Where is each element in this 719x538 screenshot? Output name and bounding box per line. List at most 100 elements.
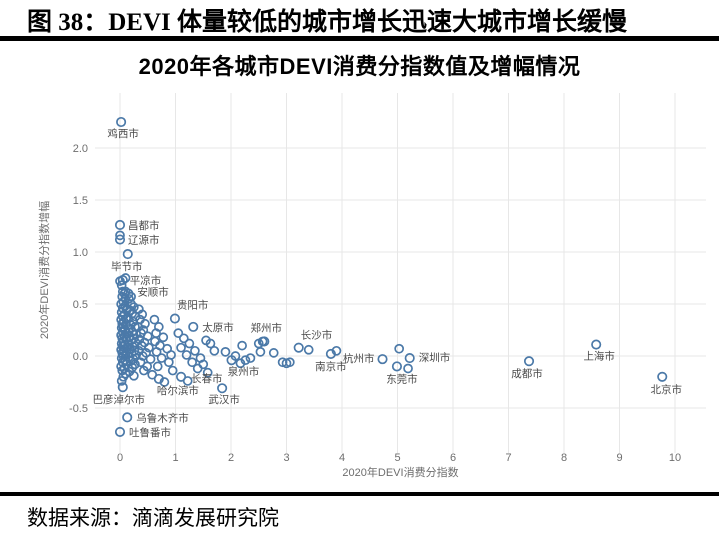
data-point bbox=[192, 363, 203, 374]
city-point-贵阳市 bbox=[169, 313, 180, 324]
city-point-东莞市 bbox=[391, 361, 402, 372]
x-tick-label: 1 bbox=[172, 452, 178, 464]
city-point-郑州市 bbox=[259, 336, 270, 347]
data-point bbox=[403, 363, 413, 374]
x-tick-label: 10 bbox=[669, 452, 681, 464]
city-point-哈尔滨市 bbox=[153, 373, 164, 384]
x-tick-label: 3 bbox=[283, 452, 289, 464]
data-point bbox=[198, 359, 209, 370]
data-point bbox=[284, 357, 295, 368]
data-point bbox=[137, 351, 148, 361]
city-label-长春市: 长春市 bbox=[191, 372, 223, 385]
city-label-郑州市: 郑州市 bbox=[251, 321, 283, 334]
y-tick-label: 1.5 bbox=[73, 195, 88, 207]
data-point bbox=[120, 273, 131, 283]
city-label-昌都市: 昌都市 bbox=[128, 219, 160, 232]
city-point-太原市 bbox=[188, 321, 199, 332]
data-point bbox=[167, 365, 178, 376]
x-tick-label: 4 bbox=[339, 452, 345, 464]
y-tick-label: 2.0 bbox=[73, 143, 88, 155]
data-point bbox=[245, 353, 256, 363]
city-label-辽源市: 辽源市 bbox=[128, 234, 160, 247]
city-label-太原市: 太原市 bbox=[202, 321, 234, 334]
data-point bbox=[184, 338, 195, 349]
data-point bbox=[139, 365, 149, 376]
city-label-乌鲁木齐市: 乌鲁木齐市 bbox=[136, 411, 189, 424]
data-point bbox=[173, 328, 184, 338]
data-point bbox=[149, 314, 160, 325]
x-tick-label: 2 bbox=[228, 452, 234, 464]
data-point bbox=[240, 355, 251, 366]
data-point bbox=[163, 357, 174, 368]
city-point-毕节市 bbox=[122, 249, 133, 260]
data-source: 数据来源：滴滴发展研究院 bbox=[27, 506, 279, 530]
data-point bbox=[178, 333, 189, 344]
data-point bbox=[144, 342, 154, 353]
city-point-武汉市 bbox=[217, 383, 228, 394]
y-tick-label: 0.5 bbox=[73, 299, 88, 311]
city-label-杭州市: 杭州市 bbox=[343, 352, 375, 365]
scatter-plot: -0.5 0.0 0.5 1.0 1.5 2.0 0 1 2 3 4 5 6 7 8 9 10 2020年DEVI… bbox=[37, 93, 706, 479]
top-divider bbox=[0, 36, 719, 41]
city-point-上海市 bbox=[591, 339, 602, 350]
y-tick-label: -0.5 bbox=[69, 403, 88, 415]
city-point-昌都市 bbox=[114, 219, 126, 231]
data-point bbox=[129, 370, 139, 381]
data-point bbox=[151, 346, 162, 357]
data-point bbox=[176, 342, 186, 353]
city-point-长沙市 bbox=[293, 342, 304, 353]
city-point-长春市 bbox=[176, 371, 187, 382]
bottom-divider bbox=[0, 492, 719, 496]
data-point bbox=[135, 357, 146, 368]
city-label-毕节市: 毕节市 bbox=[111, 260, 143, 273]
city-point-南京市 bbox=[325, 348, 336, 359]
x-tick-label: 5 bbox=[394, 452, 400, 464]
data-point bbox=[190, 345, 200, 356]
city-label-巴彦淖尔市: 巴彦淖尔市 bbox=[93, 393, 146, 406]
city-point-乌鲁木齐市 bbox=[122, 412, 133, 423]
data-point bbox=[255, 346, 266, 357]
city-label-成都市: 成都市 bbox=[511, 367, 543, 380]
data-point bbox=[237, 340, 247, 351]
data-point bbox=[220, 346, 231, 357]
city-label-贵阳市: 贵阳市 bbox=[177, 299, 209, 312]
data-point bbox=[205, 338, 216, 349]
x-tick-label: 9 bbox=[616, 452, 622, 464]
data-point bbox=[126, 291, 136, 302]
data-point bbox=[137, 309, 148, 320]
data-point bbox=[202, 367, 213, 378]
city-label-南京市: 南京市 bbox=[315, 360, 347, 373]
data-point bbox=[158, 332, 169, 343]
x-tick-label: 6 bbox=[450, 452, 456, 464]
city-point-安顺市 bbox=[123, 288, 134, 299]
city-point-平凉市 bbox=[117, 275, 128, 286]
x-tick-label: 0 bbox=[117, 452, 123, 464]
data-point bbox=[181, 350, 192, 360]
y-tick-label: 0.0 bbox=[73, 351, 88, 363]
data-point bbox=[268, 348, 279, 358]
data-point bbox=[115, 230, 125, 241]
city-label-武汉市: 武汉市 bbox=[208, 393, 240, 406]
city-point-巴彦淖尔市 bbox=[117, 382, 128, 393]
city-point-杭州市 bbox=[377, 354, 388, 365]
city-label-深圳市: 深圳市 bbox=[419, 351, 451, 364]
city-label-东莞市: 东莞市 bbox=[386, 372, 418, 385]
x-tick-label: 8 bbox=[561, 452, 567, 464]
data-point bbox=[303, 344, 314, 355]
x-tick-label: 7 bbox=[505, 452, 511, 464]
city-point-鸡西市 bbox=[116, 116, 127, 128]
data-point bbox=[209, 345, 220, 356]
data-point bbox=[394, 343, 405, 354]
city-point-辽源市 bbox=[114, 234, 126, 245]
city-point-吐鲁番市 bbox=[114, 426, 126, 437]
data-point bbox=[187, 357, 197, 368]
city-label-平凉市: 平凉市 bbox=[130, 274, 162, 287]
city-label-鸡西市: 鸡西市 bbox=[107, 127, 139, 140]
data-point bbox=[152, 361, 163, 372]
y-axis-label: 2020年DEVI消费分指数增幅 bbox=[37, 201, 51, 339]
city-label-上海市: 上海市 bbox=[583, 350, 615, 363]
city-point-北京市 bbox=[657, 371, 668, 382]
city-point-深圳市 bbox=[404, 353, 415, 364]
chart-title: 2020年各城市DEVI消费分指数值及增幅情况 bbox=[138, 54, 581, 79]
